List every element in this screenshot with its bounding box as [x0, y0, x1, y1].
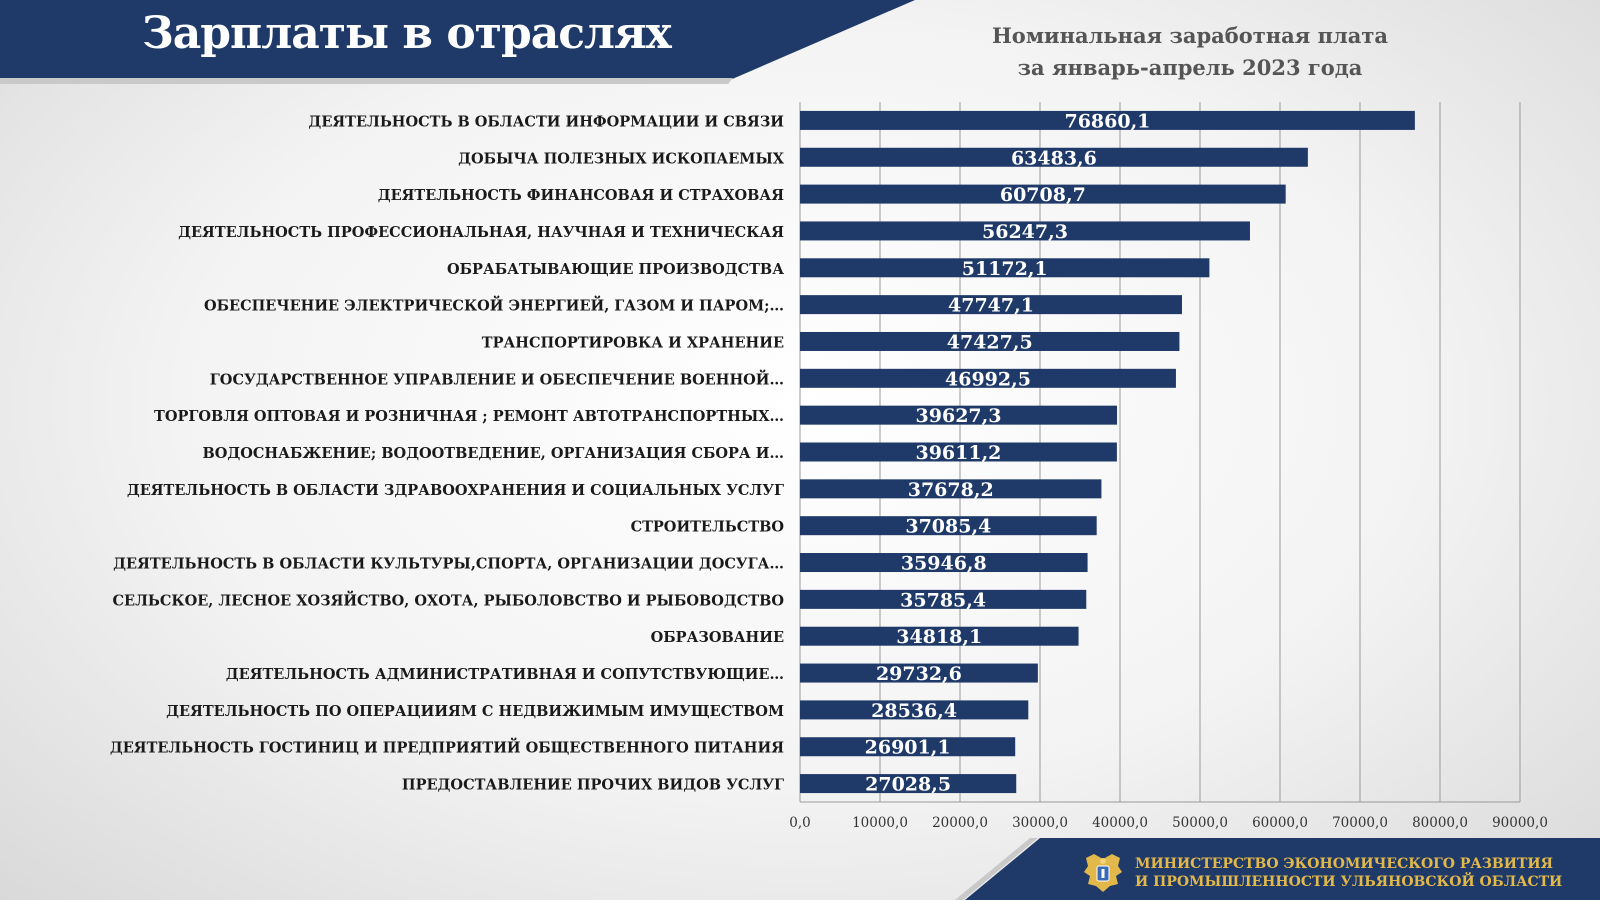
category-label: ГОСУДАРСТВЕННОЕ УПРАВЛЕНИЕ И ОБЕСПЕЧЕНИЕ… — [210, 369, 784, 388]
bar — [800, 405, 1118, 425]
x-axis-tick-labels: 0,0 10000,0 20000,0 30000,0 40000,0 50000,0 60… — [789, 815, 1548, 831]
bar-value-label: 47747,1 — [948, 295, 1034, 317]
category-label: ОБЕСПЕЧЕНИЕ ЭЛЕКТРИЧЕСКОЙ ЭНЕРГИЕЙ, ГАЗО… — [204, 296, 784, 315]
bar-value-label: 51172,1 — [962, 258, 1048, 280]
bar — [800, 516, 1097, 536]
bar — [800, 258, 1210, 278]
bar-value-label: 29732,6 — [876, 663, 962, 685]
category-label: ДЕЯТЕЛЬНОСТЬ В ОБЛАСТИ КУЛЬТУРЫ,СПОРТА, … — [113, 556, 784, 573]
bar-value-label: 39611,2 — [915, 442, 1001, 464]
header-banner — [0, 0, 915, 84]
x-tick-label: 60000,0 — [1252, 815, 1308, 831]
category-label: ПРЕДОСТАВЛЕНИЕ ПРОЧИХ ВИДОВ УСЛУГ — [402, 777, 784, 794]
bar — [800, 368, 1176, 388]
bar — [800, 184, 1286, 204]
chart-title-line-2: за январь-апрель 2023 года — [1017, 55, 1363, 80]
bar-value-label: 27028,5 — [865, 774, 951, 796]
bar — [800, 553, 1088, 573]
category-label: ДЕЯТЕЛЬНОСТЬ ПРОФЕССИОНАЛЬНАЯ, НАУЧНАЯ И… — [178, 224, 784, 241]
bar-value-label: 47427,5 — [947, 331, 1033, 353]
bar — [800, 737, 1016, 757]
bar — [800, 147, 1308, 167]
bar-value-label: 37085,4 — [905, 516, 991, 538]
bars — [800, 110, 1415, 794]
bar-value-label: 35785,4 — [900, 589, 986, 611]
coat-of-arms-icon — [1084, 854, 1122, 892]
category-label: ДОБЫЧА ПОЛЕЗНЫХ ИСКОПАЕМЫХ — [458, 150, 785, 167]
x-tick-label: 40000,0 — [1092, 815, 1148, 831]
bar-value-label: 39627,3 — [916, 405, 1002, 427]
ministry-line-1: МИНИСТЕРСТВО ЭКОНОМИЧЕСКОГО РАЗВИТИЯ — [1135, 856, 1553, 872]
bar-value-label: 28536,4 — [871, 700, 957, 722]
category-label: ВОДОСНАБЖЕНИЕ; ВОДООТВЕДЕНИЕ, ОРГАНИЗАЦИ… — [202, 445, 784, 462]
ministry-name: МИНИСТЕРСТВО ЭКОНОМИЧЕСКОГО РАЗВИТИЯ И П… — [1135, 855, 1595, 891]
category-label: ДЕЯТЕЛЬНОСТЬ ГОСТИНИЦ И ПРЕДПРИЯТИЙ ОБЩЕ… — [110, 738, 784, 757]
bar-value-label: 37678,2 — [908, 479, 994, 501]
category-label: СЕЛЬСКОЕ, ЛЕСНОЕ ХОЗЯЙСТВО, ОХОТА, РЫБОЛ… — [113, 590, 785, 609]
category-label: ОБРАЗОВАНИЕ — [651, 629, 784, 646]
x-tick-label: 20000,0 — [932, 815, 988, 831]
category-labels: ДЕЯТЕЛЬНОСТЬ В ОБЛАСТИ ИНФОРМАЦИИ И СВЯЗ… — [110, 113, 785, 793]
x-tick-label: 10000,0 — [852, 815, 908, 831]
bar — [800, 479, 1102, 499]
bar — [800, 442, 1117, 462]
category-label: ДЕЯТЕЛЬНОСТЬ АДМИНИСТРАТИВНАЯ И СОПУТСТВ… — [226, 666, 784, 683]
bar — [800, 700, 1029, 720]
bar-value-label: 46992,5 — [945, 368, 1031, 390]
x-tick-label: 70000,0 — [1332, 815, 1388, 831]
bar-value-label: 35946,8 — [901, 553, 987, 575]
bar-value-label: 63483,6 — [1011, 147, 1097, 169]
category-label: ДЕЯТЕЛЬНОСТЬ ПО ОПЕРАЦИИЯМ С НЕДВИЖИМЫМ … — [166, 703, 784, 720]
bar — [800, 110, 1415, 130]
chart-title: Номинальная заработная плата за январь-а… — [960, 20, 1420, 84]
bar-value-label: 60708,7 — [1000, 184, 1086, 206]
category-label: ДЕЯТЕЛЬНОСТЬ В ОБЛАСТИ ИНФОРМАЦИИ И СВЯЗ… — [308, 113, 784, 130]
x-tick-label: 80000,0 — [1412, 815, 1468, 831]
x-tick-label: 0,0 — [789, 815, 810, 831]
bar-value-labels: 76860,1 63483,6 60708,7 56247,3 51172,1 47747… — [865, 110, 1151, 795]
x-tick-label: 50000,0 — [1172, 815, 1228, 831]
category-label: СТРОИТЕЛЬСТВО — [631, 519, 785, 536]
category-label: ДЕЯТЕЛЬНОСТЬ В ОБЛАСТИ ЗДРАВООХРАНЕНИЯ И… — [127, 482, 784, 499]
category-label: ДЕЯТЕЛЬНОСТЬ ФИНАНСОВАЯ И СТРАХОВАЯ — [378, 187, 785, 204]
bar — [800, 589, 1087, 609]
bar — [800, 626, 1079, 646]
bar — [800, 774, 1017, 794]
bar — [800, 221, 1250, 241]
x-tick-label: 30000,0 — [1012, 815, 1068, 831]
ministry-line-2: И ПРОМЫШЛЕННОСТИ УЛЬЯНОВСКОЙ ОБЛАСТИ — [1135, 874, 1563, 890]
bar-value-label: 56247,3 — [982, 221, 1068, 243]
category-label: ОБРАБАТЫВАЮЩИЕ ПРОИЗВОДСТВА — [447, 261, 784, 278]
bar — [800, 295, 1182, 315]
page-title: Зарплаты в отраслях — [142, 8, 672, 59]
bar-value-label: 76860,1 — [1064, 110, 1150, 132]
category-label: ТОРГОВЛЯ ОПТОВАЯ И РОЗНИЧНАЯ ; РЕМОНТ АВ… — [154, 408, 784, 425]
bar — [800, 331, 1180, 351]
x-tick-label: 90000,0 — [1492, 815, 1548, 831]
bar-value-label: 34818,1 — [896, 626, 982, 648]
bar — [800, 663, 1038, 683]
bar-value-label: 26901,1 — [865, 737, 951, 759]
category-label: ТРАНСПОРТИРОВКА И ХРАНЕНИЕ — [482, 334, 784, 351]
chart-title-line-1: Номинальная заработная плата — [991, 23, 1389, 48]
